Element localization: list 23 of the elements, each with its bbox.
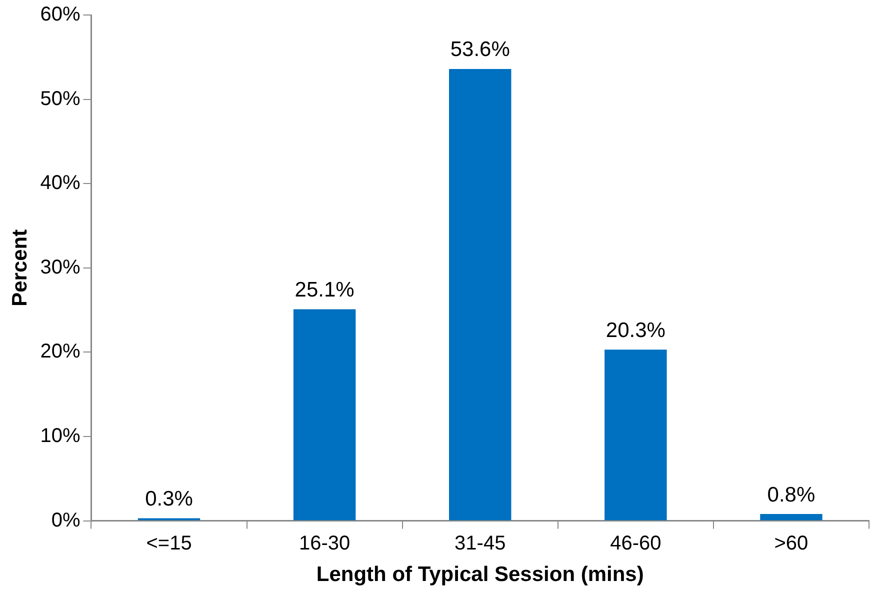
data-label: 53.6%: [450, 38, 510, 62]
x-axis-title: Length of Typical Session (mins): [316, 563, 644, 586]
bar: [760, 514, 822, 520]
data-label: 20.3%: [606, 318, 666, 342]
y-tick-label: 30%: [40, 256, 80, 278]
y-axis-title: Percent: [8, 229, 32, 306]
y-tick-label: 40%: [40, 172, 80, 194]
bar: [449, 68, 512, 520]
y-tick-label: 20%: [40, 340, 80, 363]
data-label: 25.1%: [294, 278, 354, 302]
y-tick-label: 60%: [40, 4, 80, 26]
x-tick-label: <=15: [146, 532, 192, 554]
x-tick-label: 46-60: [610, 532, 662, 554]
data-label: 0.8%: [767, 483, 816, 506]
y-tick-label: 0%: [51, 509, 80, 532]
y-tick-label: 10%: [40, 425, 80, 448]
x-tick-label: 31-45: [454, 532, 506, 554]
bar: [293, 309, 356, 520]
x-tick-label: 16-30: [298, 532, 350, 554]
bar: [604, 350, 667, 520]
y-tick-label: 50%: [40, 88, 80, 110]
x-tick-label: >60: [774, 532, 808, 554]
data-label: 0.3%: [145, 488, 193, 511]
